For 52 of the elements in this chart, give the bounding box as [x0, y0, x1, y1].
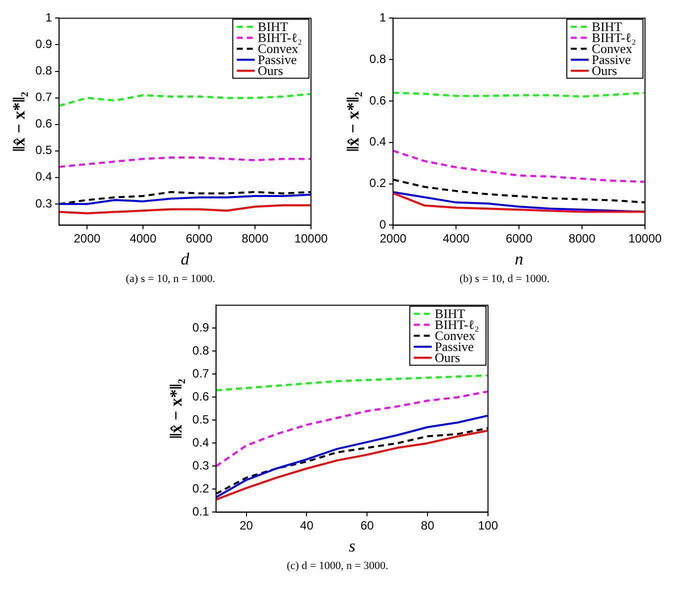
- y-axis-title: ‖x̂ − x*‖₂: [10, 92, 29, 152]
- x-tick-label: 2000: [74, 232, 101, 246]
- y-tick-label: 0.1: [192, 504, 210, 519]
- x-tick-label: 8000: [568, 232, 596, 246]
- text: (a) s = 10, n = 1000.: [124, 273, 216, 285]
- line-series: [216, 390, 488, 468]
- x-tick-label: 20: [240, 518, 254, 533]
- y-tick-label: 0: [379, 218, 386, 232]
- line-series: [216, 374, 488, 392]
- y-axis-title: ‖x̂ − x*‖₂: [344, 92, 363, 152]
- x-tick-label: 2000: [380, 232, 407, 246]
- line-series: [59, 92, 311, 107]
- y-axis-title: ‖x̂ − x*‖₂: [166, 378, 186, 439]
- x-tick-label: 4000: [442, 232, 470, 246]
- x-tick-label: 80: [420, 518, 435, 533]
- line-series: [59, 156, 311, 168]
- x-tick-label: 6000: [506, 232, 533, 246]
- y-tick-label: 0.4: [35, 170, 52, 184]
- y-tick-label: 0.3: [192, 458, 210, 473]
- x-tick-label: 10000: [294, 232, 328, 246]
- y-tick-label: 0.6: [369, 93, 386, 108]
- x-axis-title: n: [514, 249, 524, 268]
- text: (c) d = 1000, n = 3000.: [286, 560, 390, 572]
- x-tick-label: 6000: [186, 232, 213, 246]
- y-tick-label: 0.3: [35, 196, 52, 210]
- y-tick-label: 0.6: [192, 390, 210, 404]
- y-tick-label: 1: [45, 10, 52, 25]
- y-tick-label: 0.4: [192, 436, 210, 450]
- y-tick-label: 0.7: [35, 90, 52, 104]
- line-series: [393, 150, 645, 183]
- y-tick-label: 0.8: [369, 52, 386, 66]
- x-tick-label: 8000: [242, 232, 269, 246]
- y-tick-label: 1: [379, 10, 386, 25]
- x-tick-label: 4000: [130, 232, 157, 246]
- y-tick-label: 0.8: [192, 344, 210, 358]
- y-tick-label: 0.9: [35, 37, 52, 52]
- y-tick-label: 0.8: [35, 64, 52, 78]
- y-tick-label: 0.4: [369, 134, 386, 149]
- text: (b) s = 10, d = 1000.: [458, 273, 550, 285]
- x-tick-label: 10000: [628, 232, 662, 246]
- x-axis-title: s: [348, 536, 356, 556]
- y-tick-label: 0.5: [35, 143, 52, 158]
- y-tick-label: 0.5: [192, 412, 210, 427]
- y-tick-label: 0.7: [192, 366, 210, 381]
- y-tick-label: 0.9: [192, 320, 210, 335]
- x-tick-label: 100: [478, 518, 498, 533]
- x-tick-label: 60: [360, 518, 374, 533]
- x-axis-title: d: [180, 249, 190, 268]
- y-tick-label: 0.6: [35, 116, 52, 131]
- x-tick-label: 40: [300, 518, 314, 533]
- y-tick-label: 0.2: [369, 176, 386, 190]
- y-tick-label: 0.2: [192, 482, 210, 496]
